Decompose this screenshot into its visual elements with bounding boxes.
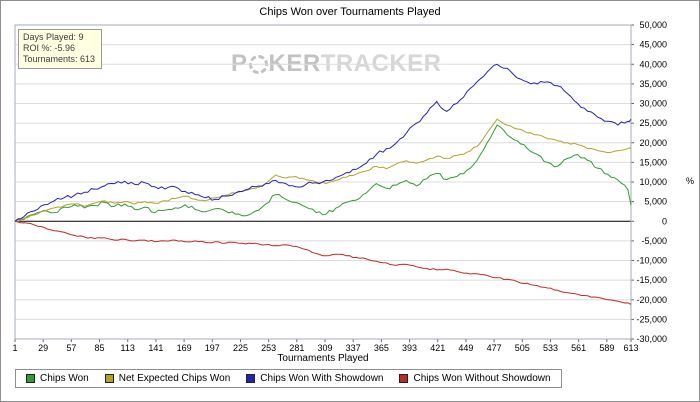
svg-text:225: 225 [233, 343, 248, 353]
legend-item-net-expected: Net Expected Chips Won [104, 373, 231, 384]
svg-text:141: 141 [148, 343, 163, 353]
series-line-chips-won [14, 124, 632, 222]
info-roi: ROI %: -5.96 [23, 43, 76, 53]
svg-text:309: 309 [317, 343, 332, 353]
watermark-p: P [231, 50, 248, 77]
session-info-box: Days Played: 9 ROI %: -5.96 Tournaments:… [18, 29, 103, 69]
svg-text:30,000: 30,000 [639, 99, 667, 109]
info-tournaments: Tournaments: 613 [23, 54, 96, 64]
svg-text:613: 613 [623, 343, 638, 353]
svg-text:10,000: 10,000 [639, 177, 667, 187]
legend-swatch-with-showdown [246, 374, 256, 383]
svg-text:393: 393 [402, 343, 417, 353]
legend-swatch-chips-won [26, 374, 35, 383]
svg-text:113: 113 [121, 343, 135, 353]
svg-text:449: 449 [458, 343, 473, 353]
legend-label-net-expected: Net Expected Chips Won [118, 373, 231, 384]
chart-title: Chips Won over Tournaments Played [259, 6, 441, 18]
svg-text:-15,000: -15,000 [636, 275, 667, 285]
svg-text:1: 1 [12, 343, 17, 353]
svg-text:25,000: 25,000 [639, 118, 667, 128]
svg-text:57: 57 [66, 343, 76, 353]
svg-text:15,000: 15,000 [639, 157, 667, 167]
info-days-played: Days Played: 9 [23, 32, 84, 42]
svg-text:253: 253 [261, 343, 276, 353]
svg-text:197: 197 [205, 343, 220, 353]
svg-text:40,000: 40,000 [639, 59, 667, 69]
svg-text:477: 477 [487, 343, 502, 353]
svg-text:50,000: 50,000 [639, 20, 667, 30]
svg-text:421: 421 [430, 343, 445, 353]
svg-text:365: 365 [374, 343, 389, 353]
watermark-tracker: TRACKER [320, 50, 442, 77]
svg-text:29: 29 [38, 343, 48, 353]
watermark-ker: KER [268, 50, 321, 77]
y-axis-unit-label: % [685, 176, 694, 186]
svg-text:35,000: 35,000 [639, 79, 667, 89]
svg-text:20,000: 20,000 [639, 138, 667, 148]
legend-item-chips-won: Chips Won [26, 373, 89, 384]
legend-item-without-showdown: Chips Won Without Showdown [399, 373, 551, 384]
svg-text:-30,000: -30,000 [636, 334, 667, 344]
svg-text:-20,000: -20,000 [636, 295, 667, 305]
legend-swatch-net-expected [104, 374, 114, 383]
svg-text:0: 0 [662, 216, 667, 226]
x-axis-title: Tournaments Played [277, 353, 369, 364]
svg-text:45,000: 45,000 [639, 40, 667, 50]
chart-legend: Chips Won Net Expected Chips Won Chips W… [15, 369, 562, 388]
svg-text:5,000: 5,000 [644, 197, 667, 207]
svg-text:-5,000: -5,000 [641, 236, 667, 246]
svg-text:561: 561 [571, 343, 586, 353]
legend-item-with-showdown: Chips Won With Showdown [246, 373, 383, 384]
svg-text:-25,000: -25,000 [636, 314, 667, 324]
svg-text:169: 169 [177, 343, 192, 353]
svg-text:-10,000: -10,000 [636, 256, 667, 266]
legend-swatch-without-showdown [399, 374, 409, 383]
series-line-chips-won-with-showdown [14, 63, 632, 222]
svg-text:85: 85 [95, 343, 105, 353]
series-line-net-expected-chips-won [14, 118, 632, 222]
series-line-chips-won-without-showdown [14, 220, 632, 305]
svg-text:337: 337 [346, 343, 361, 353]
svg-text:533: 533 [543, 343, 558, 353]
legend-label-without-showdown: Chips Won Without Showdown [413, 373, 551, 384]
legend-label-chips-won: Chips Won [40, 373, 89, 384]
svg-text:589: 589 [599, 343, 614, 353]
svg-text:281: 281 [289, 343, 304, 353]
legend-label-with-showdown: Chips Won With Showdown [260, 373, 384, 384]
svg-text:505: 505 [515, 343, 530, 353]
